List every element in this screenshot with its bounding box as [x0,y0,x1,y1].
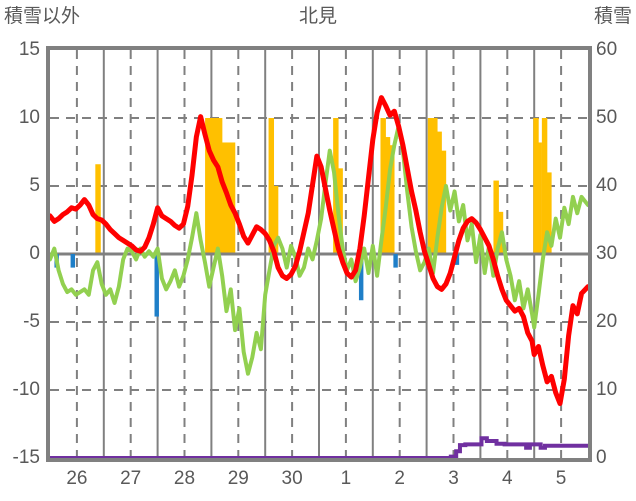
snow-depth-line [50,436,588,458]
precipitation-bars [54,254,460,317]
left-tick-label: 5 [29,175,40,196]
x-tick-label: 3 [448,468,459,489]
plot-area [50,50,588,458]
right-tick-label: 0 [596,447,607,468]
left-tick-label: -10 [12,379,40,400]
right-tick-label: 40 [596,175,618,196]
right-tick-label: 30 [596,243,618,264]
temperature-line [50,95,588,407]
left-tick-label: 10 [18,107,40,128]
right-axis-title: 積雪 [593,6,632,27]
x-tick-label: 5 [555,468,567,489]
left-axis-title: 積雪以外 [4,6,81,27]
x-tick-label: 4 [502,468,513,489]
x-tick-label: 26 [66,468,88,489]
x-tick-label: 27 [120,468,142,489]
x-tick-label: 29 [227,468,249,489]
right-tick-label: 10 [596,379,618,400]
chart-title: 北見 [298,6,337,27]
x-tick-label: 2 [394,468,405,489]
left-tick-label: -5 [23,311,40,332]
right-tick-label: 60 [596,39,618,60]
x-tick-label: 1 [340,468,352,489]
x-tick-label: 30 [281,468,303,489]
left-tick-label: 0 [29,243,40,264]
gridlines [50,50,588,458]
x-tick-label: 28 [173,468,196,489]
left-tick-label: 15 [18,39,40,60]
left-tick-label: -15 [12,447,40,468]
right-tick-label: 50 [596,107,618,128]
right-tick-label: 20 [596,311,618,332]
chart-svg [50,50,588,458]
